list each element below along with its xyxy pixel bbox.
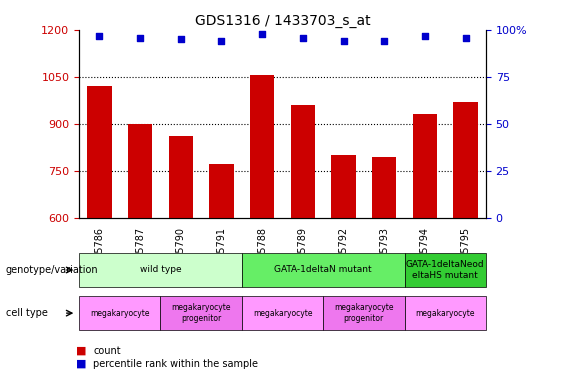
Title: GDS1316 / 1433703_s_at: GDS1316 / 1433703_s_at (195, 13, 370, 28)
Bar (128, 124, 153, 218)
Point (420, 33, 429, 39)
Bar (412, 114, 437, 218)
Text: megakaryocyte: megakaryocyte (253, 309, 312, 318)
Text: GATA-1deltaN mutant: GATA-1deltaN mutant (275, 266, 372, 274)
Bar (331, 155, 356, 218)
Bar (290, 105, 315, 218)
Bar (168, 136, 193, 218)
Bar (250, 75, 275, 217)
Point (136, 34, 145, 40)
Point (339, 38, 348, 44)
Text: megakaryocyte
progenitor: megakaryocyte progenitor (171, 303, 231, 323)
Point (258, 31, 267, 37)
Text: megakaryocyte
progenitor: megakaryocyte progenitor (334, 303, 394, 323)
Point (217, 38, 226, 44)
Point (298, 34, 307, 40)
Text: GATA-1deltaNeod
eltaHS mutant: GATA-1deltaNeod eltaHS mutant (406, 260, 485, 280)
Point (95, 33, 104, 39)
Text: megakaryocyte: megakaryocyte (90, 309, 150, 318)
Point (461, 34, 470, 40)
Text: megakaryocyte: megakaryocyte (415, 309, 475, 318)
Text: ■: ■ (76, 359, 87, 369)
Point (380, 38, 389, 44)
Bar (453, 102, 478, 218)
Text: genotype/variation: genotype/variation (6, 265, 98, 275)
Bar (372, 157, 397, 218)
Point (176, 36, 185, 42)
Text: wild type: wild type (140, 266, 181, 274)
Bar (87, 86, 112, 218)
Text: ■: ■ (76, 346, 87, 355)
Text: count: count (93, 346, 121, 355)
Text: cell type: cell type (6, 308, 47, 318)
Text: percentile rank within the sample: percentile rank within the sample (93, 359, 258, 369)
Bar (209, 164, 234, 218)
